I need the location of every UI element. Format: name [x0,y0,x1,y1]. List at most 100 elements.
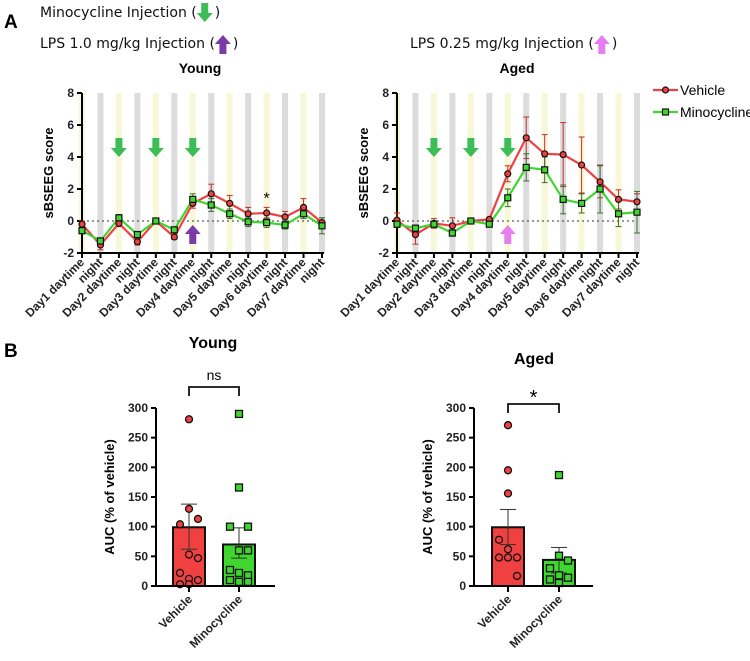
data-point-minocycline [225,565,235,575]
panel-label-b: B [4,341,18,362]
y-tick-label: 300 [128,401,148,415]
x-tick-label: Minocycline [187,592,246,651]
night-band [319,93,325,253]
y-tick-label: 150 [128,490,148,504]
significance-bracket [188,386,240,396]
data-point-minocycline [393,220,401,228]
y-axis-label: sBSEEG score [41,127,56,218]
y-tick-label: 0 [382,214,389,228]
y-tick-label: 2 [382,182,389,196]
minocycline-arrow-icon [184,138,201,157]
minocycline-arrow-icon [196,3,213,22]
y-axis-label: AUC (% of vehicle) [420,439,435,555]
data-point-vehicle [226,199,234,207]
data-point-minocycline [559,195,567,203]
data-point-minocycline [541,166,549,174]
y-tick-label: 100 [128,520,148,534]
data-point-minocycline [485,220,493,228]
data-point-minocycline [614,210,623,218]
data-point-vehicle [193,514,203,524]
data-point-minocycline [234,409,244,419]
y-tick-label: 200 [446,460,466,474]
data-point-vehicle [503,489,513,498]
data-point-minocycline [96,237,105,245]
data-point-minocycline [234,483,244,492]
data-point-minocycline [578,199,586,207]
chart-title: Aged [500,60,535,76]
legend: Vehicle Minocycline [653,82,750,120]
night-band [486,93,493,253]
data-point-minocycline [545,575,555,584]
x-tick-label: Vehicle [475,592,514,631]
y-tick-label: 4 [67,150,74,164]
day-band [615,93,622,253]
y-tick-label: 6 [382,118,389,132]
data-point-minocycline [234,546,244,555]
data-point-minocycline [554,470,564,480]
data-point-minocycline [244,218,252,226]
data-point-vehicle [522,134,530,142]
minocycline-injection-label: Minocycline Injection () [40,5,220,21]
night-band [449,93,456,253]
night-band [134,93,141,253]
night-band [245,93,252,253]
data-point-minocycline [243,522,253,531]
data-point-vehicle [494,553,504,562]
significance-marker: * [263,190,269,207]
day-band [467,93,474,253]
data-point-vehicle [541,150,549,158]
data-point-vehicle [133,238,141,246]
data-point-minocycline [448,229,456,237]
minocycline-arrow-icon [147,138,164,157]
data-point-minocycline [225,522,235,531]
y-tick-label: 100 [446,520,466,534]
y-axis-label: sBSEEG score [356,127,371,218]
y-axis-label: AUC (% of vehicle) [102,439,117,555]
day-band [430,93,437,253]
data-point-minocycline [563,573,573,582]
lps-high-arrow-icon [214,35,231,54]
data-point-minocycline [152,217,160,225]
y-tick-label: 300 [446,401,466,415]
day-band [226,93,233,253]
data-point-minocycline [522,163,530,171]
y-tick-label: 0 [67,214,74,228]
data-point-minocycline [467,217,475,225]
minocycline-arrow-icon [425,138,442,157]
night-band [634,93,640,253]
data-point-minocycline [189,195,197,203]
data-point-vehicle [78,220,86,228]
panel-label-a: A [4,12,18,33]
legend-marker [661,86,670,94]
legend-label: Vehicle [680,82,725,98]
data-point-vehicle [281,213,289,221]
legend-label: Minocycline [680,104,750,120]
y-tick-label: 50 [135,549,149,563]
data-point-minocycline [170,226,178,234]
day-band [152,93,159,253]
data-point-vehicle [263,209,271,217]
bar-chart-young: Young 0 50 100 150 200 250 300 AUC (% of vehicle… [102,335,275,651]
night-band [171,93,178,253]
data-point-minocycline [234,568,244,578]
data-point-minocycline [563,556,573,565]
significance-bracket [507,403,560,413]
day-band [189,93,196,253]
data-point-vehicle [494,535,504,544]
y-tick-label: -2 [63,246,74,260]
y-tick-label: -2 [378,246,389,260]
night-band [208,93,215,253]
y-tick-label: 4 [382,150,389,164]
data-point-vehicle [503,466,513,475]
data-point-vehicle [503,553,513,562]
data-point-minocycline [243,577,253,586]
data-point-minocycline [299,210,308,218]
y-tick-label: 50 [453,549,467,563]
lps-high-label: LPS 1.0 mg/kg Injection () [40,36,238,52]
chart-title: Young [189,335,238,352]
data-point-vehicle [578,161,586,169]
data-point-minocycline [263,219,271,227]
